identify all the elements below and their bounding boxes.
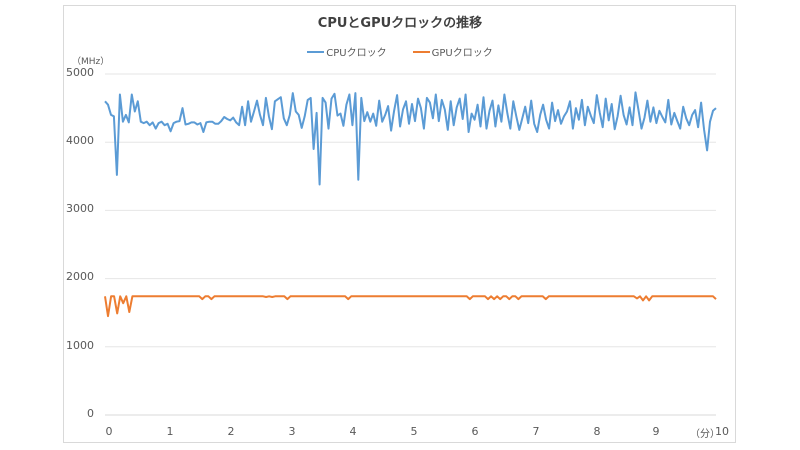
y-tick-2000: 2000	[66, 270, 94, 283]
x-tick-1: 1	[166, 425, 174, 438]
legend-label-cpu: CPUクロック	[326, 48, 387, 59]
cpu-clock-line	[104, 91, 717, 186]
gridlines	[105, 73, 716, 416]
x-tick-2: 2	[227, 425, 235, 438]
gpu-line-swatch-icon	[412, 50, 430, 53]
y-tick-0: 0	[87, 407, 94, 420]
legend-label-gpu: GPUクロック	[431, 48, 493, 59]
x-tick-0: 0	[105, 425, 113, 438]
chart-frame	[63, 5, 736, 443]
y-axis-unit: （MHz）	[72, 57, 110, 67]
chart-title: CPUとGPUクロックの推移	[317, 16, 483, 31]
x-tick-4: 4	[349, 425, 357, 438]
x-tick-5: 5	[410, 425, 418, 438]
legend-item-gpu[interactable]: GPUクロック	[412, 44, 493, 59]
y-tick-3000: 3000	[66, 202, 94, 215]
x-tick-7: 7	[532, 425, 540, 438]
x-tick-3: 3	[288, 425, 296, 438]
y-tick-4000: 4000	[66, 134, 94, 147]
cpu-line-swatch-icon	[307, 50, 325, 53]
x-axis-unit: （分）	[690, 429, 720, 440]
chart-legend: CPUクロック GPUクロック	[0, 44, 800, 59]
y-tick-5000: 5000	[66, 66, 94, 79]
legend-item-cpu[interactable]: CPUクロック	[307, 44, 387, 59]
gpu-clock-line	[104, 295, 717, 318]
x-tick-6: 6	[471, 425, 479, 438]
x-tick-8: 8	[593, 425, 601, 438]
y-tick-1000: 1000	[66, 339, 94, 352]
x-tick-10: 10	[715, 425, 729, 438]
x-tick-9: 9	[652, 425, 660, 438]
